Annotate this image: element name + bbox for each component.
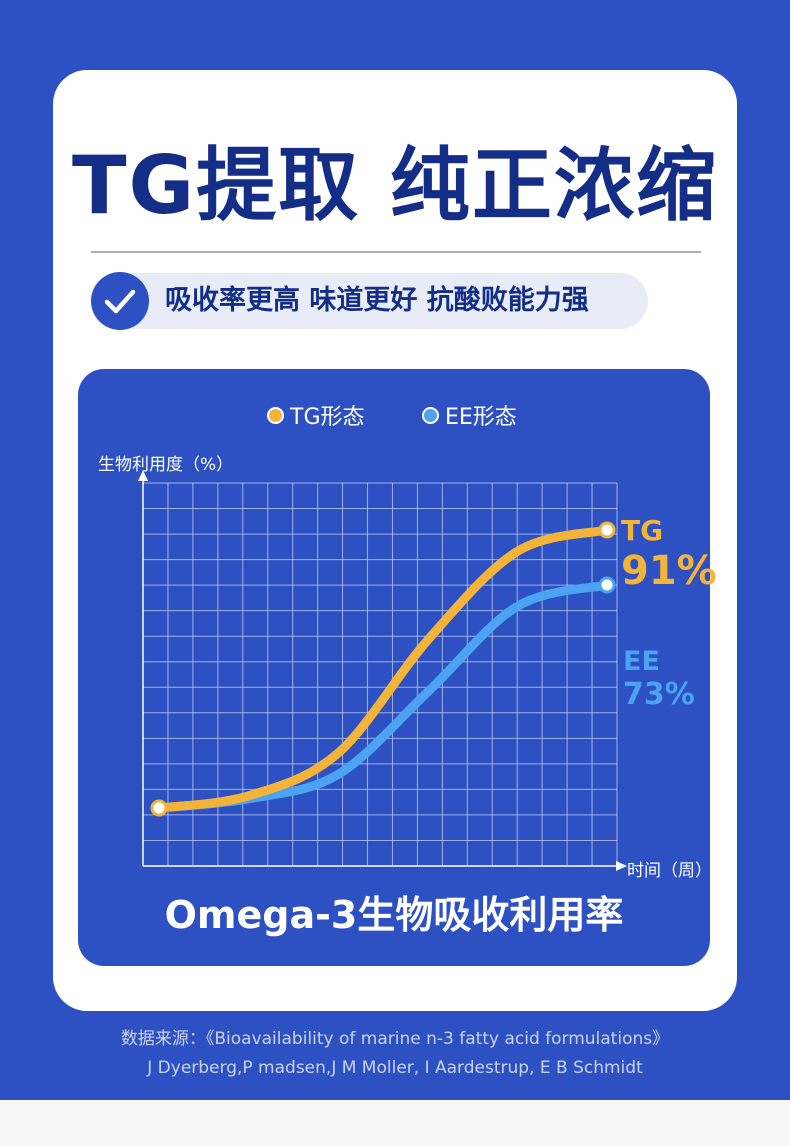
chart-title: Omega-3生物吸收利用率 [164, 893, 624, 937]
legend-item-tg: TG形态 [267, 400, 365, 430]
source-line-2: J Dyerberg,P madsen,J M Moller, I Aardes… [147, 1058, 643, 1078]
page-title: TG提取 纯正浓缩 [71, 139, 719, 232]
end-point-tg [598, 521, 616, 539]
x-axis-arrow [616, 861, 627, 871]
source-line-1: 数据来源：《Bioavailability of marine n-3 fatt… [120, 1029, 670, 1049]
legend-label-tg: TG形态 [290, 405, 365, 430]
y-axis-label: 生物利用度（%） [98, 455, 234, 475]
tg-end-value: 91% [621, 548, 717, 594]
feature-badge-text: 吸收率更高 味道更好 抗酸败能力强 [165, 285, 589, 316]
legend-dot-ee [422, 406, 439, 424]
chart-axes [138, 470, 627, 871]
y-axis-arrow [138, 470, 148, 481]
start-point [150, 799, 168, 817]
legend-item-ee: EE形态 [422, 400, 517, 430]
series-line-tg [154, 525, 612, 813]
tg-end-name: TG [621, 514, 664, 547]
check-icon [91, 272, 149, 330]
x-axis-label: 时间（周） [627, 861, 712, 881]
chart-lines [154, 525, 612, 813]
ee-end-name: EE [623, 646, 660, 677]
chart-markers [150, 521, 616, 817]
feature-badge [91, 273, 648, 329]
check-icon-glyph [104, 289, 136, 314]
divider [91, 251, 701, 253]
end-point-ee [598, 576, 616, 594]
ee-end-value: 73% [623, 677, 695, 712]
legend-label-ee: EE形态 [445, 405, 517, 430]
legend-dot-tg [267, 406, 284, 424]
